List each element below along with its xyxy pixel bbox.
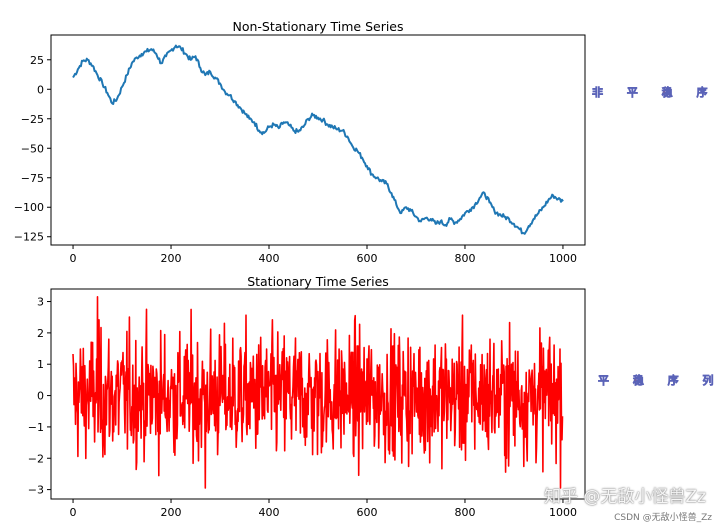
nonstationary-xtick-label: 1000 <box>549 252 577 265</box>
stationary-ytick-label: −3 <box>28 484 44 497</box>
stationary-ytick-label: −2 <box>28 452 44 465</box>
stationary-ytick-label: 2 <box>37 327 44 340</box>
nonstationary-xtick-label: 0 <box>70 252 77 265</box>
nonstationary-xtick-label: 400 <box>259 252 280 265</box>
nonstationary-ytick-label: 0 <box>37 83 44 96</box>
nonstationary-series-line <box>72 44 564 235</box>
stationary-title: Stationary Time Series <box>247 274 389 289</box>
stationary-xtick-label: 600 <box>356 506 377 519</box>
nonstationary-ytick-label: −25 <box>21 113 44 126</box>
nonstationary-title: Non-Stationary Time Series <box>232 19 403 34</box>
stationary-ytick-label: 1 <box>37 358 44 371</box>
stationary-xtick-label: 800 <box>454 506 475 519</box>
nonstationary-ytick-label: −125 <box>14 231 44 244</box>
nonstationary-xtick-label: 600 <box>356 252 377 265</box>
stationary-xtick-label: 400 <box>259 506 280 519</box>
nonstationary-ytick-label: −75 <box>21 172 44 185</box>
stationary-chart: Stationary Time Series 0 200 400 600 800 1000… <box>28 274 720 519</box>
nonstationary-ytick-label: 25 <box>30 54 44 67</box>
stationary-xtick-label: 1000 <box>549 506 577 519</box>
nonstationary-xtick-label: 200 <box>161 252 182 265</box>
stationary-xtick-label: 0 <box>70 506 77 519</box>
nonstationary-ytick-label: −50 <box>21 142 44 155</box>
nonstationary-xtick-label: 800 <box>454 252 475 265</box>
stationary-ticks: 0 200 400 600 800 1000 −3 −2 −1 0 1 2 3 <box>28 296 577 519</box>
stationary-side-label: 平 稳 序 列 <box>598 373 720 387</box>
stationary-ytick-label: 3 <box>37 296 44 309</box>
zhihu-watermark: 知乎 @无敌小怪兽Zz <box>544 487 706 507</box>
csdn-watermark: CSDN @无敌小怪兽_Zz <box>614 513 712 523</box>
stationary-xtick-label: 200 <box>161 506 182 519</box>
nonstationary-chart: Non-Stationary Time Series 0 200 400 600 800… <box>14 19 720 265</box>
nonstationary-plot-area <box>50 34 586 246</box>
nonstationary-side-label: 非 平 稳 序 列 <box>592 85 720 99</box>
stationary-series-line <box>72 295 564 489</box>
stationary-ytick-label: −1 <box>28 421 44 434</box>
nonstationary-ytick-label: −100 <box>14 201 44 214</box>
nonstationary-ticks: 0 200 400 600 800 1000 −125 −100 −75 −50 −25 0 25 <box>14 54 577 265</box>
stationary-ytick-label: 0 <box>37 390 44 403</box>
